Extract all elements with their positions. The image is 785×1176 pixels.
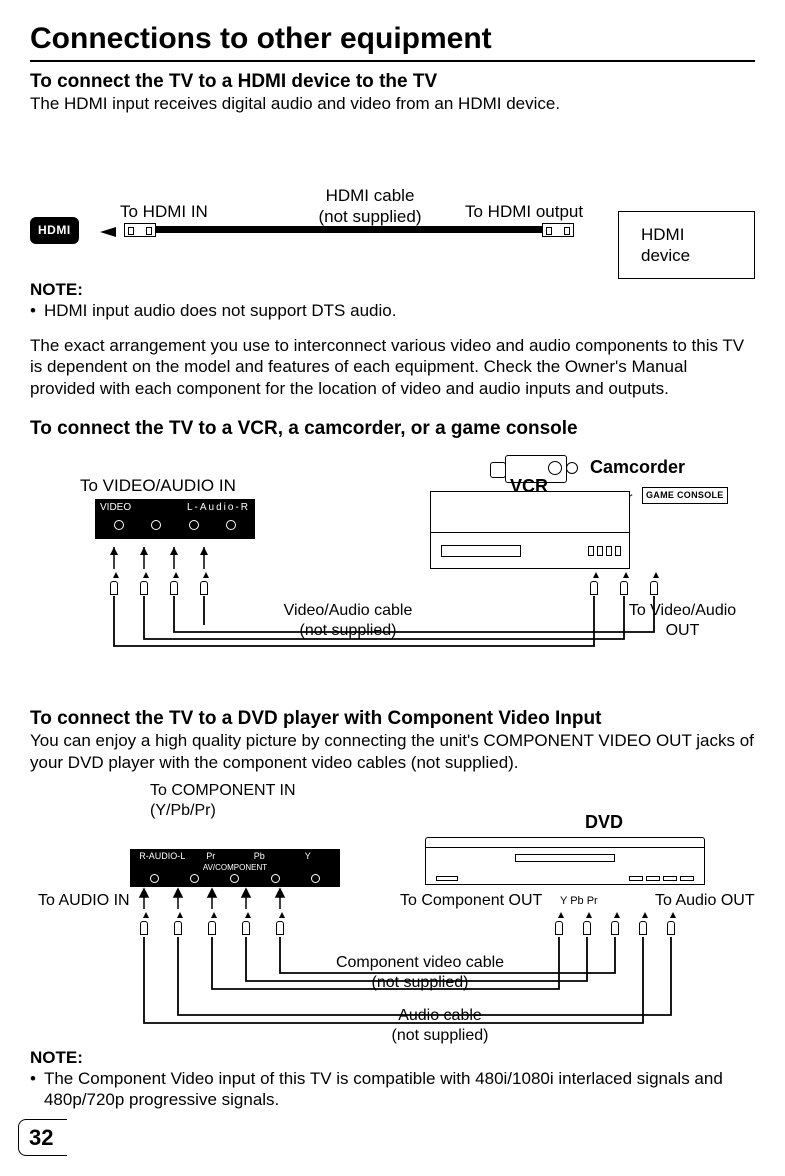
comp-plugs-right — [555, 921, 675, 935]
panel-y: Y — [284, 851, 333, 862]
hdmi-plug-left-icon — [124, 223, 156, 237]
audio-cable-label1: Audio cable — [350, 1006, 530, 1026]
av-cable-label1: Video/Audio cable — [258, 601, 438, 621]
vcr-device-icon — [430, 491, 630, 569]
note-1: NOTE: • HDMI input audio does not suppor… — [30, 279, 755, 322]
hdmi-diagram: To HDMI IN HDMI cable (not supplied) To … — [30, 175, 755, 255]
panel-lar-label: L-Audio-R — [187, 502, 250, 515]
to-hdmi-in-label: To HDMI IN — [120, 201, 208, 222]
audio-cable-label2: (not supplied) — [350, 1026, 530, 1046]
vcr-section-title: To connect the TV to a VCR, a camcorder,… — [30, 417, 755, 441]
panel-pb: Pb — [235, 851, 284, 862]
page-title: Connections to other equipment — [30, 20, 755, 62]
to-av-out-label: To Video/Audio OUT — [610, 601, 755, 641]
dvd-label: DVD — [585, 811, 623, 834]
camcorder-label: Camcorder — [590, 456, 685, 479]
bullet-icon: • — [30, 300, 36, 321]
comp-cable-label2: (not supplied) — [310, 973, 530, 993]
comp-diagram: To COMPONENT IN (Y/Pb/Pr) DVD R-AUDIO-L … — [30, 781, 755, 1051]
comp-panel: R-AUDIO-L Pr Pb Y AV/COMPONENT — [130, 849, 340, 887]
av-diagram: To VIDEO/AUDIO IN VIDEO L-Audio-R Camcor… — [30, 451, 755, 701]
panel-pr: Pr — [187, 851, 236, 862]
panel-sub: AV/COMPONENT — [134, 863, 336, 873]
panel-video-label: VIDEO — [100, 502, 131, 513]
dvd-device-icon — [425, 837, 705, 885]
page-number: 32 — [18, 1119, 67, 1157]
note-label: NOTE: — [30, 279, 755, 300]
note1-text: HDMI input audio does not support DTS au… — [44, 300, 396, 321]
hdmi-section-desc: The HDMI input receives digital audio an… — [30, 93, 755, 114]
comp-plugs-left — [140, 921, 284, 935]
arrow-left-icon — [100, 227, 116, 237]
panel-raudiol: R-AUDIO-L — [138, 851, 187, 862]
note2-text: The Component Video input of this TV is … — [44, 1068, 755, 1111]
note-2: NOTE: • The Component Video input of thi… — [30, 1047, 755, 1111]
hdmi-cable-bar — [156, 226, 542, 233]
av-panel: VIDEO L-Audio-R — [95, 499, 255, 539]
ypbpr-labels: Y Pb Pr — [560, 895, 598, 909]
hdmi-badge-icon: HDMI — [30, 217, 79, 244]
to-av-in-label: To VIDEO/AUDIO IN — [80, 475, 236, 496]
to-audio-in-label: To AUDIO IN — [38, 891, 130, 911]
arrangement-paragraph: The exact arrangement you use to interco… — [30, 335, 755, 399]
plugs-right — [590, 581, 658, 595]
to-comp-in-label: To COMPONENT IN (Y/Pb/Pr) — [150, 781, 296, 821]
to-comp-out-label: To Component OUT — [400, 891, 542, 911]
hdmi-device-box: HDMI device — [618, 211, 755, 280]
comp-section-desc: You can enjoy a high quality picture by … — [30, 730, 755, 773]
hdmi-plug-right-icon — [542, 223, 574, 237]
hdmi-section-title: To connect the TV to a HDMI device to th… — [30, 70, 755, 94]
comp-section-title: To connect the TV to a DVD player with C… — [30, 707, 755, 731]
comp-cable-label1: Component video cable — [310, 953, 530, 973]
av-cable-label2: (not supplied) — [258, 621, 438, 641]
game-console-box: GAME CONSOLE — [642, 487, 728, 504]
plugs-left — [110, 581, 208, 595]
to-audio-out-label: To Audio OUT — [655, 891, 755, 911]
bullet-icon: • — [30, 1068, 36, 1111]
to-hdmi-out-label: To HDMI output — [465, 201, 583, 222]
hdmi-cable-label: HDMI cable (not supplied) — [300, 185, 440, 228]
